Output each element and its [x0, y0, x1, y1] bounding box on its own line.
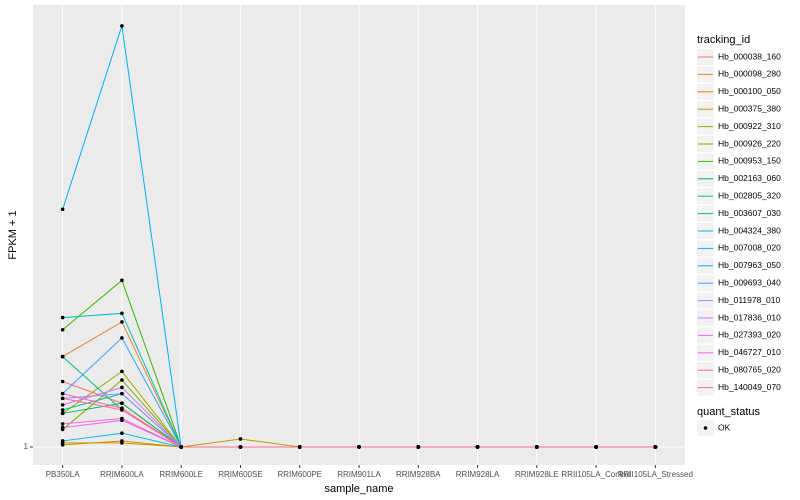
point: [594, 445, 598, 449]
point: [120, 24, 124, 28]
x-tick-label: RRIM928BA: [396, 470, 441, 479]
point: [416, 445, 421, 449]
point: [179, 445, 183, 449]
legend-label: Hb_009693_040: [718, 277, 781, 287]
legend-label: Hb_004324_380: [718, 225, 781, 235]
point: [357, 445, 361, 449]
legend-label: Hb_046727_010: [718, 347, 781, 357]
x-tick-label: PB350LA: [46, 470, 80, 479]
point: [120, 378, 124, 382]
x-axis-label: sample_name: [324, 483, 393, 495]
x-tick-label: RRII105LA_Stressed: [618, 470, 693, 479]
legend-label: OK: [718, 422, 731, 432]
x-tick-label: RRII105LA_Control: [561, 470, 631, 479]
point: [120, 391, 124, 396]
point: [60, 327, 65, 332]
point: [60, 396, 65, 401]
y-axis-label: FPKM + 1: [7, 210, 19, 259]
point: [60, 403, 65, 407]
point: [60, 439, 65, 443]
x-tick-label: RRIM600LA: [100, 470, 144, 479]
point: [238, 445, 243, 449]
legend-label: Hb_000100_050: [718, 86, 781, 96]
point: [60, 207, 65, 212]
point: [120, 369, 124, 374]
x-tick-label: RRIM928LE: [515, 470, 559, 479]
legend-label: Hb_000098_280: [718, 69, 781, 79]
legend-title: quant_status: [697, 406, 760, 418]
legend-label: Hb_027393_020: [718, 330, 781, 340]
point: [120, 320, 124, 324]
point: [238, 437, 243, 441]
x-tick-label: RRIM600LE: [159, 470, 203, 479]
point: [60, 422, 65, 426]
point: [60, 354, 65, 359]
legend-label: Hb_080765_020: [718, 364, 781, 374]
x-tick-label: RRIM901LA: [337, 470, 381, 479]
legend-label: Hb_000953_150: [718, 156, 781, 166]
x-tick-label: RRIM600PE: [277, 470, 321, 479]
legend-label: Hb_000922_310: [718, 121, 781, 131]
point: [120, 431, 124, 435]
point: [297, 445, 302, 449]
legend-title: tracking_id: [697, 34, 750, 46]
point: [60, 408, 65, 412]
point: [60, 391, 65, 396]
point: [475, 445, 480, 449]
point: [653, 445, 658, 449]
legend-label: Hb_017836_010: [718, 312, 781, 322]
legend-label: Hb_000375_380: [718, 103, 781, 113]
legend-label: Hb_002163_060: [718, 173, 781, 183]
point: [120, 416, 124, 421]
point: [120, 336, 124, 340]
point: [120, 385, 124, 390]
legend-swatch: [703, 426, 708, 430]
legend-label: Hb_007963_050: [718, 260, 781, 270]
legend-label: Hb_140049_070: [718, 382, 781, 392]
legend-label: Hb_000926_220: [718, 138, 781, 148]
legend-label: Hb_000038_160: [718, 51, 781, 61]
point: [120, 408, 124, 412]
point: [60, 443, 65, 447]
legend-label: Hb_003607_030: [718, 208, 781, 218]
legend-label: Hb_002805_320: [718, 190, 781, 200]
point: [120, 311, 124, 316]
legend-label: Hb_007008_020: [718, 243, 781, 253]
legend-label: Hb_011978_010: [718, 295, 781, 305]
x-tick-label: RRIM928LA: [456, 470, 500, 479]
point: [60, 411, 65, 416]
point: [60, 315, 65, 320]
point: [120, 401, 124, 406]
point: [120, 278, 124, 283]
y-tick-label: 1: [24, 442, 29, 451]
x-tick-label: RRIM600SE: [218, 470, 262, 479]
point: [60, 379, 65, 384]
point: [535, 445, 539, 449]
point: [60, 425, 65, 430]
point: [120, 439, 124, 443]
